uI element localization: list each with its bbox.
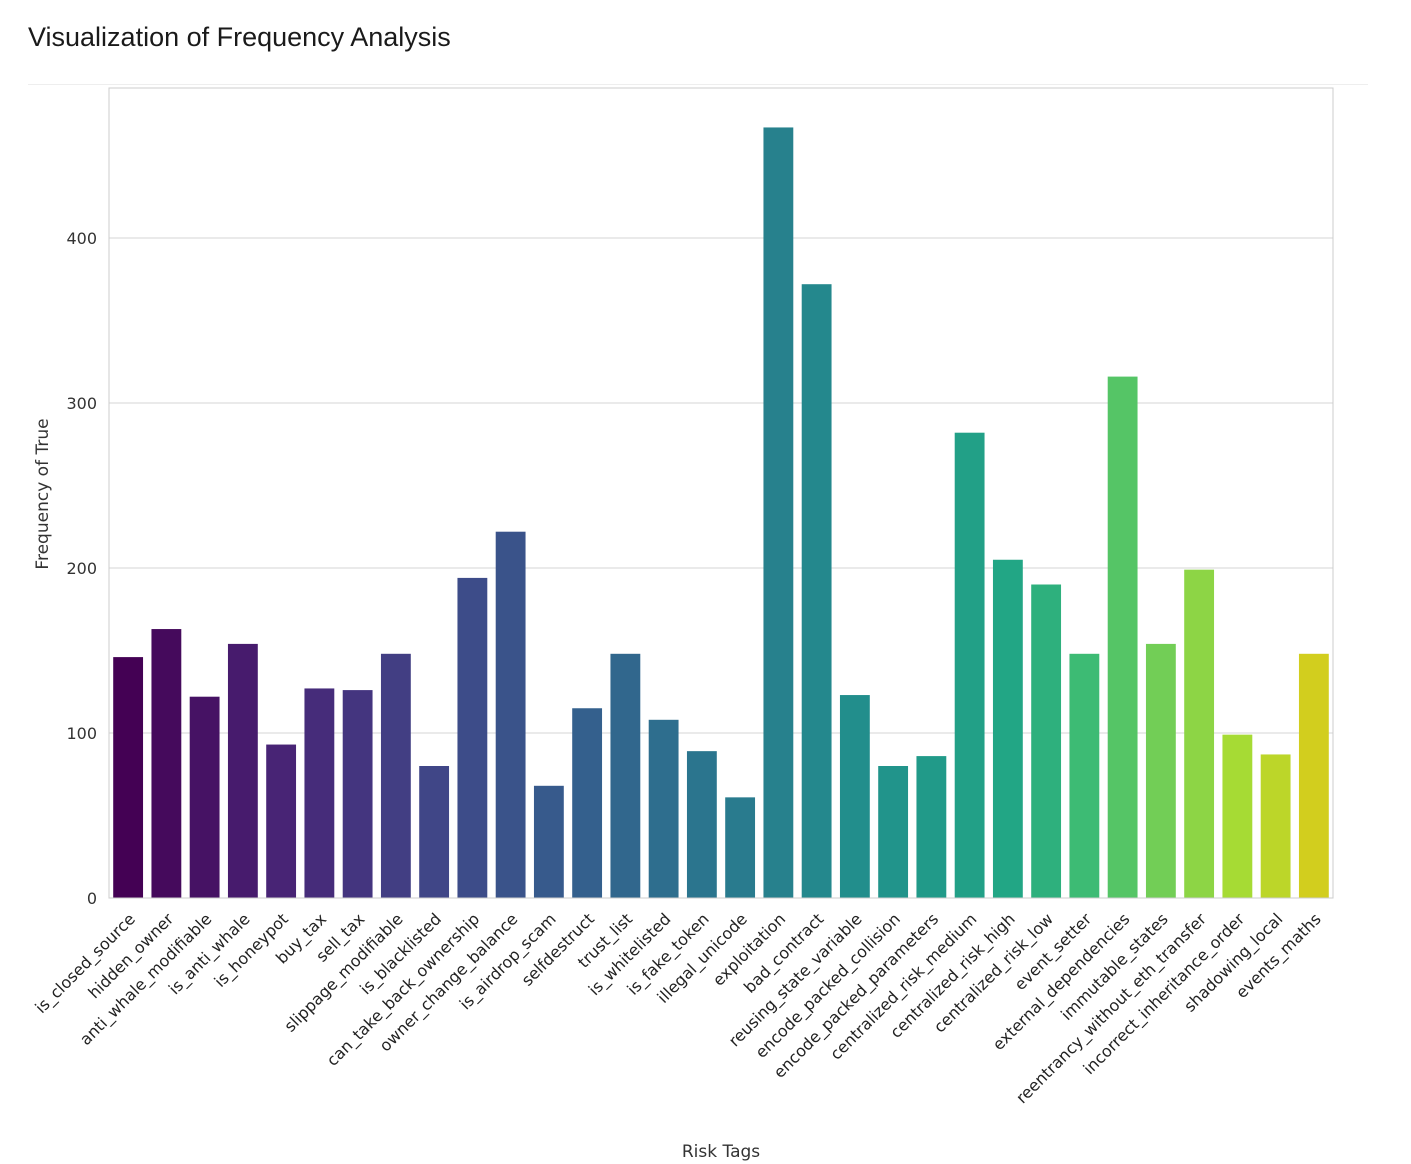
- bar-external-dependencies: [1107, 376, 1138, 899]
- title-divider: [28, 84, 1368, 85]
- bar-selfdestruct: [572, 708, 603, 898]
- y-tick-labels: 0 100 200 300 400: [66, 229, 97, 908]
- y-tick-label: 300: [66, 394, 97, 413]
- bar-centralized-risk-high: [992, 559, 1023, 898]
- bar-trust-list: [610, 653, 641, 898]
- bar-encode-packed-collision: [878, 766, 909, 898]
- bar-is-airdrop-scam: [533, 785, 564, 898]
- bar-events-maths: [1298, 653, 1329, 898]
- bar-anti-whale-modifiable: [189, 696, 220, 898]
- bar-reentrancy-without-eth-transfer: [1184, 569, 1215, 898]
- y-tick-label: 200: [66, 559, 97, 578]
- x-axis-label: Risk Tags: [682, 1142, 760, 1162]
- bar-bad-contract: [801, 284, 832, 898]
- bar-is-fake-token: [686, 751, 717, 898]
- bar-immutable-states: [1145, 643, 1176, 898]
- bar-is-closed-source: [113, 657, 144, 898]
- bar-incorrect-inheritance-order: [1222, 734, 1253, 898]
- bars: [113, 127, 1329, 899]
- bar-exploitation: [763, 127, 794, 898]
- y-tick-label: 0: [87, 889, 97, 908]
- bar-owner-change-balance: [495, 531, 526, 898]
- y-tick-label: 400: [66, 229, 97, 248]
- bar-can-take-back-ownership: [457, 577, 488, 898]
- bar-illegal-unicode: [725, 797, 756, 898]
- bar-is-blacklisted: [419, 766, 450, 898]
- plot-frame: [108, 87, 1334, 899]
- bar-sell-tax: [342, 690, 373, 898]
- bar-is-honeypot: [266, 744, 297, 898]
- bar-centralized-risk-medium: [954, 432, 985, 898]
- page-title: Visualization of Frequency Analysis: [28, 22, 451, 52]
- bar-shadowing-local: [1260, 754, 1291, 898]
- bar-centralized-risk-low: [1031, 584, 1062, 898]
- bar-event-setter: [1069, 653, 1100, 898]
- bar-is-whitelisted: [648, 719, 679, 898]
- bar-hidden-owner: [151, 629, 182, 898]
- bar-slippage-modifiable: [380, 653, 411, 898]
- x-tick-labels: is_closed_sourcehidden_owneranti_whale_m…: [31, 909, 1325, 1108]
- bar-reusing-state-variable: [839, 695, 870, 898]
- y-axis-label: Frequency of True: [33, 418, 53, 569]
- bar-buy-tax: [304, 688, 335, 898]
- y-tick-label: 100: [66, 724, 97, 743]
- bar-encode-packed-parameters: [916, 756, 947, 898]
- bar-is-anti-whale: [227, 643, 258, 898]
